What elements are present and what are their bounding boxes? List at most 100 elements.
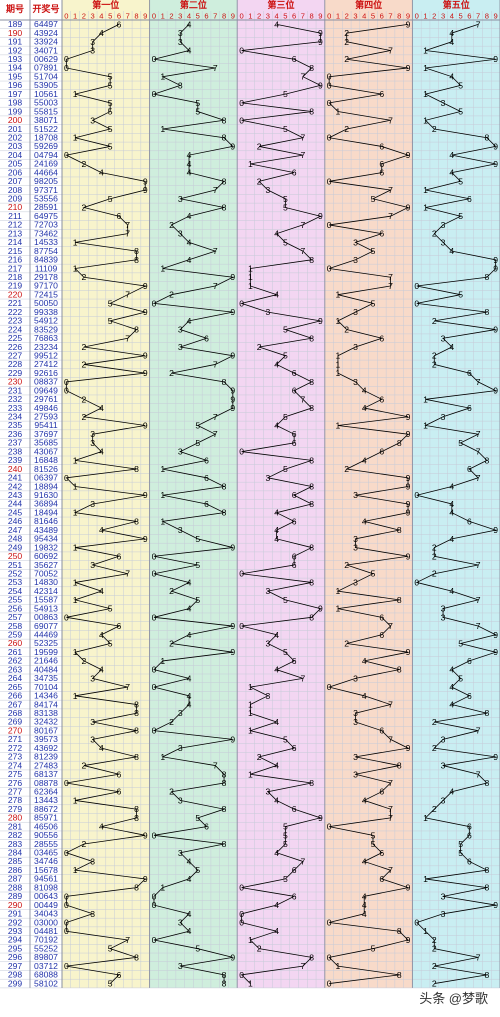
period-number: 208	[8, 185, 23, 195]
trend-point-label: 1	[423, 46, 428, 56]
trend-point-label: 3	[90, 46, 95, 56]
trend-point-label: 9	[493, 255, 498, 265]
draw-number: 55003	[34, 98, 58, 108]
trend-point-label: 8	[222, 133, 227, 143]
trend-point-label: 3	[178, 961, 183, 971]
trend-point-label: 6	[467, 464, 472, 474]
trend-point-label: 4	[187, 856, 192, 866]
x-tick-label: 2	[169, 12, 173, 21]
x-tick-label: 5	[196, 12, 200, 21]
trend-point-label: 4	[187, 630, 192, 640]
trend-point-label: 6	[467, 691, 472, 701]
trend-point-label: 3	[90, 856, 95, 866]
trend-point-label: 8	[309, 482, 314, 492]
draw-number: 76863	[34, 333, 58, 343]
x-tick-label: 3	[441, 12, 445, 21]
trend-point-label: 5	[283, 237, 288, 247]
trend-point-label: 9	[143, 830, 148, 840]
trend-point-label: 4	[187, 316, 192, 326]
x-tick-label: 1	[248, 12, 252, 21]
period-number: 263	[8, 664, 23, 674]
trend-point-label: 1	[73, 133, 78, 143]
trend-point-label: 3	[353, 377, 358, 387]
trend-point-label: 5	[283, 351, 288, 361]
trend-point-label: 3	[441, 98, 446, 108]
trend-point-label: 8	[397, 926, 402, 936]
trend-point-label: 7	[388, 804, 393, 814]
draw-number: 03000	[34, 917, 58, 927]
trend-point-label: 4	[187, 159, 192, 169]
draw-number: 19832	[34, 542, 58, 552]
trend-point-label: 8	[309, 952, 314, 962]
trend-point-label: 6	[204, 333, 209, 343]
period-number: 206	[8, 167, 23, 177]
trend-point-label: 4	[274, 290, 279, 300]
draw-number: 87754	[34, 246, 58, 256]
trend-point-label: 4	[362, 909, 367, 919]
trend-point-label: 1	[336, 961, 341, 971]
trend-point-label: 2	[82, 761, 87, 771]
trend-point-label: 9	[406, 883, 411, 893]
trend-point-label: 3	[265, 638, 270, 648]
draw-number: 69077	[34, 621, 58, 631]
trend-point-label: 2	[169, 717, 174, 727]
draw-number: 13443	[34, 795, 58, 805]
trend-point-label: 5	[283, 89, 288, 99]
trend-point-label: 1	[423, 874, 428, 884]
trend-point-label: 9	[318, 37, 323, 47]
trend-point-label: 9	[493, 386, 498, 396]
trend-point-label: 9	[143, 281, 148, 291]
trend-point-label: 4	[274, 665, 279, 675]
x-tick-label: 6	[380, 12, 384, 21]
trend-point-label: 0	[327, 682, 332, 692]
trend-point-label: 2	[169, 787, 174, 797]
draw-number: 43924	[34, 28, 58, 38]
trend-point-label: 4	[449, 37, 454, 47]
trend-point-label: 6	[204, 473, 209, 483]
trend-point-label: 1	[160, 752, 165, 762]
trend-point-label: 7	[476, 952, 481, 962]
trend-point-label: 9	[493, 54, 498, 64]
trend-point-label: 3	[90, 499, 95, 509]
trend-point-label: 2	[344, 37, 349, 47]
trend-point-label: 8	[484, 778, 489, 788]
trend-point-label: 8	[222, 115, 227, 125]
trend-point-label: 5	[108, 638, 113, 648]
trend-point-label: 0	[64, 848, 69, 858]
trend-point-label: 8	[397, 761, 402, 771]
draw-number: 15587	[34, 595, 58, 605]
x-tick-label: 7	[476, 12, 480, 21]
trend-point-label: 1	[336, 368, 341, 378]
x-tick-label: 0	[415, 12, 419, 21]
period-number: 214	[8, 237, 23, 247]
period-number: 227	[8, 350, 23, 360]
trend-point-label: 5	[195, 944, 200, 954]
draw-number: 14830	[34, 577, 58, 587]
trend-point-label: 8	[134, 700, 139, 710]
period-number: 211	[8, 211, 22, 221]
trend-point-label: 9	[406, 647, 411, 657]
position-header-1: 第一位	[92, 0, 119, 10]
trend-point-label: 0	[64, 54, 69, 64]
draw-column-header: 开奖号	[32, 3, 59, 14]
x-tick-label: 1	[423, 12, 427, 21]
trend-point-label: 3	[265, 787, 270, 797]
trend-point-label: 5	[283, 647, 288, 657]
trend-point-label: 3	[90, 673, 95, 683]
trend-point-label: 7	[388, 115, 393, 125]
trend-point-label: 0	[152, 569, 157, 579]
period-number: 282	[8, 830, 23, 840]
trend-point-label: 9	[143, 420, 148, 430]
period-number: 290	[8, 900, 23, 910]
trend-point-label: 4	[449, 682, 454, 692]
trend-point-label: 5	[458, 638, 463, 648]
period-number: 296	[8, 952, 23, 962]
period-number: 210	[8, 202, 23, 212]
draw-number: 85971	[34, 813, 58, 823]
trend-point-label: 0	[239, 115, 244, 125]
trend-point-label: 4	[99, 168, 104, 178]
draw-number: 68137	[34, 769, 58, 779]
trend-point-label: 7	[301, 150, 306, 160]
trend-point-label: 8	[134, 708, 139, 718]
trend-point-label: 8	[309, 499, 314, 509]
